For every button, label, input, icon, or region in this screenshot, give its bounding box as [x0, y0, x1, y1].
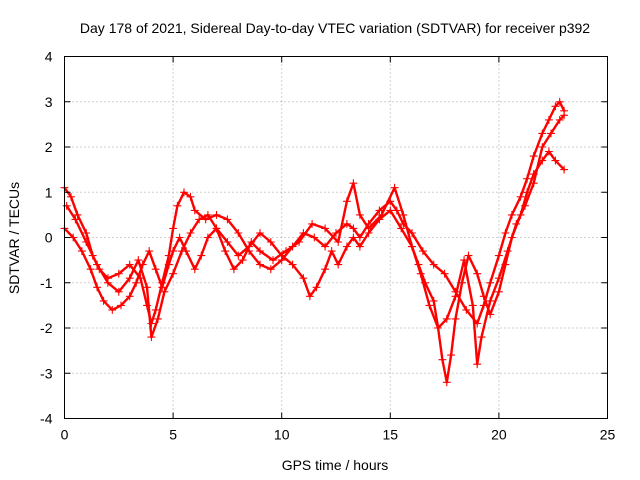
y-tick-label: -1 — [40, 275, 53, 291]
x-tick-label: 10 — [274, 427, 290, 443]
x-tick-label: 0 — [61, 427, 69, 443]
y-tick-label: -4 — [40, 411, 53, 427]
y-tick-label: 0 — [45, 230, 53, 246]
x-tick-label: 15 — [383, 427, 399, 443]
y-axis-label: SDTVAR / TECUs — [6, 182, 22, 294]
y-tick-label: 2 — [45, 139, 53, 155]
y-tick-label: 1 — [45, 184, 53, 200]
y-tick-label: 4 — [45, 49, 53, 65]
y-tick-label: -3 — [40, 365, 53, 381]
y-tick-label: 3 — [45, 94, 53, 110]
series-line-track-c — [65, 114, 566, 366]
x-tick-label: 5 — [169, 427, 177, 443]
x-tick-label: 20 — [491, 427, 507, 443]
x-axis-label: GPS time / hours — [282, 457, 389, 473]
series-markers-track-b — [60, 147, 569, 387]
data-series — [60, 97, 569, 387]
series-markers-track-a — [60, 97, 569, 328]
grid-lines — [64, 56, 608, 419]
plot-frame — [64, 56, 608, 419]
x-tick-label: 25 — [600, 427, 616, 443]
series-markers-track-c — [62, 111, 569, 369]
chart-title: Day 178 of 2021, Sidereal Day-to-day VTE… — [80, 20, 590, 36]
series-line-track-b — [63, 150, 566, 384]
axis-ticks: 0 5 10 15 20 25 -4 -3 -2 -1 0 1 2 3 4 — [40, 49, 615, 443]
y-tick-label: -2 — [40, 320, 53, 336]
